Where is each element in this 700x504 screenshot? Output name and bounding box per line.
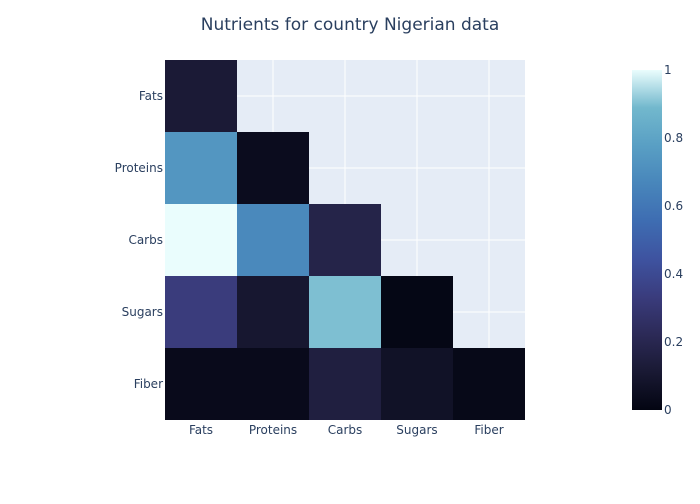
- heatmap-cell-sugars-sugars: [381, 276, 453, 348]
- heatmap-cell-carbs-proteins: [237, 204, 309, 276]
- heatmap-cell-sugars-fats: [165, 276, 237, 348]
- heatmap-cell-proteins-proteins: [237, 132, 309, 204]
- colorbar-tick-label: 1: [664, 63, 672, 77]
- heatmap-cell-fiber-fiber: [453, 348, 525, 420]
- colorbar-gradient: [632, 70, 662, 410]
- colorbar-ticks: 0 0.2 0.4 0.6 0.8 1: [664, 63, 683, 417]
- heatmap-cell-fiber-sugars: [381, 348, 453, 420]
- x-tick-label: Fiber: [474, 423, 503, 437]
- y-tick-label: Sugars: [122, 305, 163, 319]
- heatmap-cell-carbs-carbs: [309, 204, 381, 276]
- heatmap-cell-proteins-fats: [165, 132, 237, 204]
- colorbar-tick-label: 0.6: [664, 199, 683, 213]
- x-tick-label: Carbs: [328, 423, 363, 437]
- heatmap-cell-fats-fats: [165, 60, 237, 132]
- heatmap-cell-sugars-proteins: [237, 276, 309, 348]
- heatmap-cell-fiber-proteins: [237, 348, 309, 420]
- x-axis-ticks: Fats Proteins Carbs Sugars Fiber: [189, 423, 504, 437]
- x-tick-label: Sugars: [396, 423, 437, 437]
- heatmap-cell-fiber-carbs: [309, 348, 381, 420]
- heatmap-cell-fiber-fats: [165, 348, 237, 420]
- y-tick-label: Proteins: [115, 161, 163, 175]
- y-tick-label: Fats: [139, 89, 163, 103]
- y-tick-label: Fiber: [134, 377, 163, 391]
- x-tick-label: Proteins: [249, 423, 297, 437]
- heatmap-cells: [165, 60, 525, 420]
- x-tick-label: Fats: [189, 423, 213, 437]
- colorbar: 0 0.2 0.4 0.6 0.8 1: [632, 63, 683, 417]
- heatmap-cell-carbs-fats: [165, 204, 237, 276]
- chart-title: Nutrients for country Nigerian data: [201, 15, 500, 35]
- y-tick-label: Carbs: [128, 233, 163, 247]
- colorbar-tick-label: 0.8: [664, 131, 683, 145]
- heatmap-cell-sugars-carbs: [309, 276, 381, 348]
- colorbar-tick-label: 0.4: [664, 267, 683, 281]
- y-axis-ticks: Fats Proteins Carbs Sugars Fiber: [115, 89, 163, 391]
- colorbar-tick-label: 0: [664, 403, 672, 417]
- colorbar-tick-label: 0.2: [664, 335, 683, 349]
